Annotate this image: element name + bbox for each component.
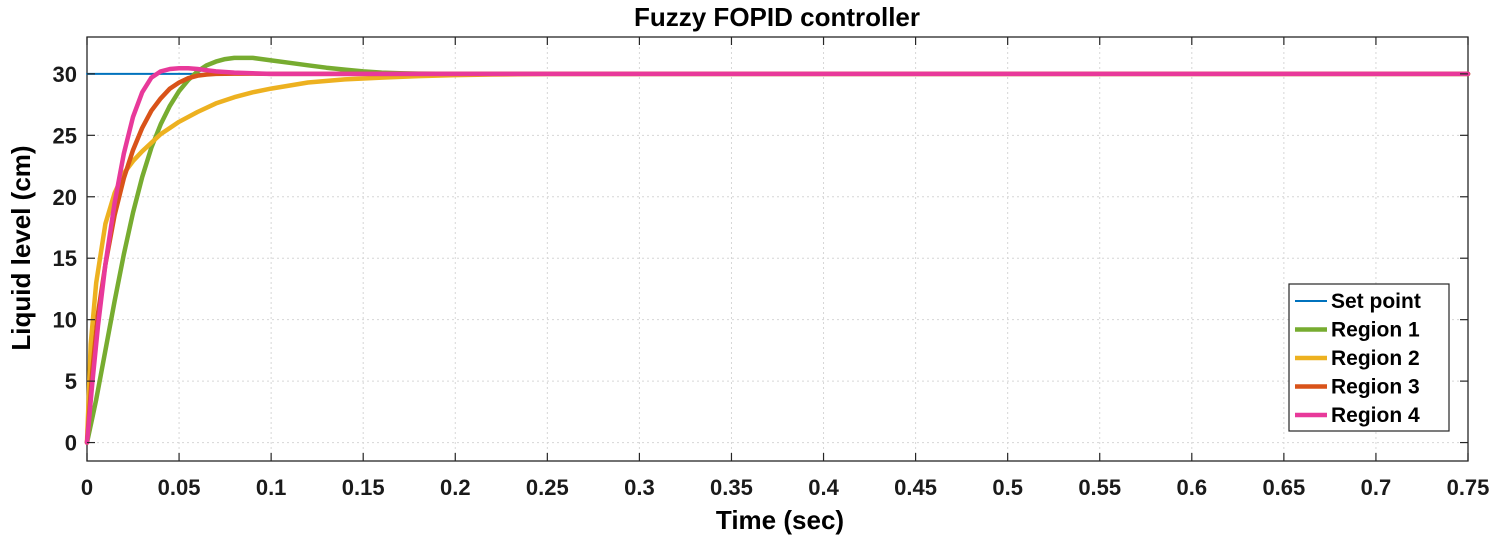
- x-tick-label: 0.4: [808, 475, 839, 500]
- x-tick-label: 0.35: [710, 475, 753, 500]
- series-layer: [84, 55, 1471, 445]
- x-tick-label: 0.5: [992, 475, 1023, 500]
- chart-title: Fuzzy FOPID controller: [634, 2, 920, 32]
- legend-label: Region 1: [1331, 319, 1420, 342]
- y-tick-label: 15: [53, 246, 77, 271]
- grid-layer: [87, 37, 1468, 461]
- x-tick-label: 0.05: [158, 475, 201, 500]
- x-tick-label: 0.7: [1361, 475, 1392, 500]
- x-tick-label: 0.15: [342, 475, 385, 500]
- legend-label: Region 3: [1331, 376, 1420, 399]
- series-line-region-4: [84, 66, 1471, 445]
- x-tick-label: 0: [81, 475, 93, 500]
- legend-label: Region 2: [1331, 347, 1420, 370]
- y-tick-label: 20: [53, 185, 77, 210]
- legend-label: Region 4: [1331, 404, 1420, 427]
- y-axis-label: Liquid level (cm): [6, 145, 36, 350]
- legend-label: Set point: [1331, 290, 1421, 313]
- x-tick-label: 0.3: [624, 475, 655, 500]
- x-tick-label: 0.6: [1177, 475, 1208, 500]
- x-tick-label: 0.75: [1447, 475, 1490, 500]
- x-tick-label: 0.65: [1262, 475, 1305, 500]
- y-tick-label: 5: [65, 369, 77, 394]
- x-axis-label: Time (sec): [716, 505, 844, 535]
- y-tick-label: 10: [53, 308, 77, 333]
- tick-layer: 0 0.05 0.1 0.15 0.2 0.25 0.3 0.35 0.4 0.45 0.5 0.55…: [53, 37, 1490, 500]
- y-tick-label: 0: [65, 431, 77, 456]
- x-tick-label: 0.25: [526, 475, 569, 500]
- y-tick-label: 30: [53, 62, 77, 87]
- y-tick-label: 25: [53, 123, 77, 148]
- plot-area: [86, 36, 1469, 462]
- x-tick-label: 0.2: [440, 475, 471, 500]
- x-tick-label: 0.55: [1078, 475, 1121, 500]
- x-tick-label: 0.1: [256, 475, 287, 500]
- legend: Set point Region 1 Region 2 Region 3 Region …: [1288, 283, 1450, 432]
- x-tick-label: 0.45: [894, 475, 937, 500]
